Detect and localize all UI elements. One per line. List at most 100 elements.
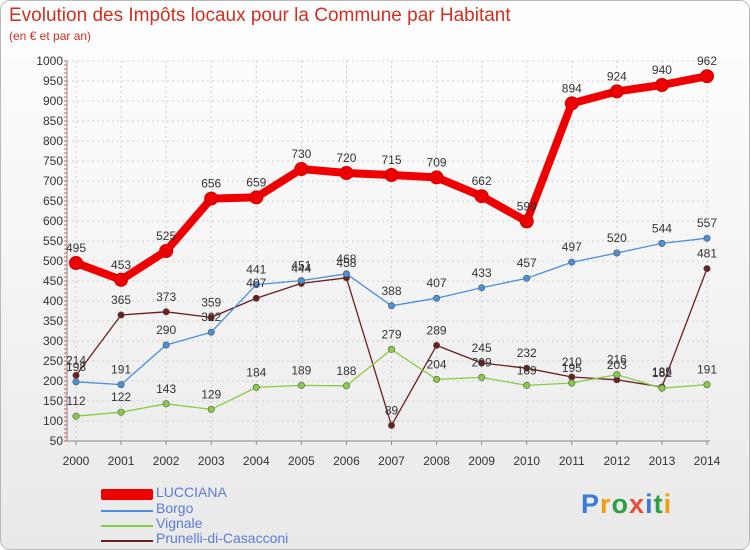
- x-tick-label: 2012: [604, 454, 631, 468]
- legend-label-lucciana: LUCCIANA: [156, 484, 227, 500]
- data-point-prunelli-di-casacconi: [433, 341, 441, 349]
- data-label-lucciana: 720: [336, 151, 356, 165]
- data-label-prunelli-di-casacconi: 444: [291, 261, 311, 275]
- data-label-vignale: 122: [111, 390, 131, 404]
- data-label-vignale: 143: [156, 382, 176, 396]
- x-tick-label: 2005: [288, 454, 315, 468]
- data-label-borgo: 441: [246, 263, 266, 277]
- data-point-borgo: [207, 328, 215, 336]
- y-tick-label: 700: [43, 174, 63, 188]
- y-tick-label: 950: [43, 74, 63, 88]
- data-label-prunelli-di-casacconi: 89: [385, 403, 399, 417]
- data-point-prunelli-di-casacconi: [703, 265, 711, 273]
- data-label-vignale: 182: [652, 366, 672, 380]
- data-label-vignale: 204: [427, 357, 447, 371]
- y-tick-label: 100: [43, 414, 63, 428]
- data-point-borgo: [252, 281, 260, 289]
- y-tick-label: 200: [43, 374, 63, 388]
- data-label-vignale: 189: [291, 363, 311, 377]
- x-tick-label: 2009: [468, 454, 495, 468]
- x-tick-label: 2014: [694, 454, 721, 468]
- data-label-lucciana: 962: [697, 54, 717, 68]
- data-point-borgo: [72, 378, 80, 386]
- data-point-vignale: [703, 381, 711, 389]
- data-point-vignale: [162, 400, 170, 408]
- data-label-vignale: 209: [472, 355, 492, 369]
- data-point-borgo: [523, 274, 531, 282]
- data-label-borgo: 544: [652, 221, 672, 235]
- data-label-prunelli-di-casacconi: 373: [156, 290, 176, 304]
- data-label-lucciana: 894: [562, 81, 582, 95]
- data-label-lucciana: 656: [201, 177, 221, 191]
- y-tick-label: 600: [43, 214, 63, 228]
- logo-letter: r: [600, 489, 612, 519]
- legend-swatch-vignale: [101, 525, 153, 527]
- data-point-borgo: [568, 258, 576, 266]
- data-point-borgo: [297, 277, 305, 285]
- data-point-lucciana: [69, 256, 83, 270]
- data-label-borgo: 468: [336, 252, 356, 266]
- logo-letter: i: [645, 489, 654, 519]
- data-label-borgo: 497: [562, 240, 582, 254]
- chart-title: Evolution des Impôts locaux pour la Comm…: [9, 5, 511, 26]
- data-point-lucciana: [564, 96, 579, 111]
- data-label-lucciana: 525: [156, 229, 176, 243]
- x-tick-label: 2006: [333, 454, 360, 468]
- y-tick-label: 350: [43, 314, 63, 328]
- y-tick-label: 400: [43, 294, 63, 308]
- data-point-borgo: [342, 270, 350, 278]
- logo-letter: o: [611, 489, 630, 519]
- x-tick-label: 2007: [378, 454, 405, 468]
- data-label-borgo: 557: [697, 216, 717, 230]
- data-label-lucciana: 924: [607, 69, 627, 83]
- data-point-vignale: [117, 408, 125, 416]
- data-point-prunelli-di-casacconi: [387, 421, 395, 429]
- data-label-prunelli-di-casacconi: 481: [697, 247, 717, 261]
- data-point-lucciana: [700, 69, 714, 84]
- data-label-prunelli-di-casacconi: 458: [336, 256, 356, 270]
- data-label-lucciana: 659: [246, 175, 266, 189]
- data-label-prunelli-di-casacconi: 245: [472, 341, 492, 355]
- data-label-vignale: 191: [697, 363, 717, 377]
- data-label-prunelli-di-casacconi: 185: [652, 365, 672, 379]
- logo-letter: i: [663, 489, 673, 519]
- legend-label-vignale: Vignale: [156, 515, 203, 531]
- data-label-borgo: 407: [427, 276, 447, 290]
- data-label-borgo: 451: [291, 259, 311, 273]
- y-tick-label: 300: [43, 334, 63, 348]
- legend-label-borgo: Borgo: [156, 500, 194, 516]
- data-label-lucciana: 730: [291, 147, 311, 161]
- y-tick-label: 50: [50, 434, 64, 448]
- x-tick-label: 2013: [649, 454, 676, 468]
- data-point-lucciana: [294, 162, 309, 176]
- data-label-borgo: 388: [381, 284, 401, 298]
- chart-subtitle: (en € et par an): [9, 29, 92, 43]
- logo-letter: x: [629, 489, 646, 519]
- data-point-vignale: [433, 375, 441, 383]
- data-label-prunelli-di-casacconi: 232: [517, 346, 537, 360]
- x-tick-label: 2001: [108, 454, 135, 468]
- data-label-lucciana: 709: [427, 155, 447, 169]
- data-point-vignale: [342, 382, 350, 390]
- data-point-vignale: [523, 381, 531, 389]
- data-label-borgo: 290: [156, 323, 176, 337]
- data-point-lucciana: [609, 84, 624, 99]
- y-tick-label: 450: [43, 274, 63, 288]
- data-point-borgo: [162, 341, 170, 349]
- data-label-lucciana: 715: [381, 153, 401, 167]
- legend-swatch-borgo: [101, 510, 153, 512]
- y-tick-label: 500: [43, 254, 63, 268]
- data-point-vignale: [252, 383, 260, 391]
- x-tick-label: 2010: [513, 454, 540, 468]
- data-point-borgo: [117, 381, 125, 389]
- data-point-lucciana: [159, 244, 174, 258]
- data-label-vignale: 189: [517, 363, 537, 377]
- data-label-vignale: 195: [562, 361, 582, 375]
- data-label-prunelli-di-casacconi: 407: [246, 276, 266, 290]
- data-point-lucciana: [339, 166, 354, 180]
- data-point-vignale: [72, 412, 80, 420]
- y-tick-label: 250: [43, 354, 63, 368]
- data-label-borgo: 520: [607, 231, 627, 245]
- data-label-lucciana: 662: [472, 174, 492, 188]
- data-point-vignale: [387, 345, 395, 353]
